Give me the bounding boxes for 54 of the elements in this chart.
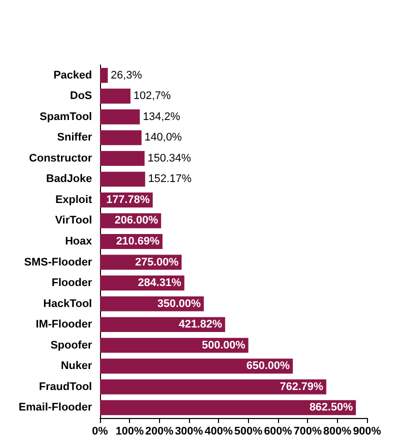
x-tick-label: 100% [116, 426, 144, 438]
data-label: 177.78% [106, 194, 150, 206]
y-tick-label: Constructor [29, 152, 93, 164]
data-label: 284.31% [138, 277, 182, 290]
y-tick-label: HackTool [43, 298, 92, 310]
data-label: 210.69% [116, 236, 160, 248]
data-label: 26,3% [110, 69, 142, 82]
data-label: 762.79% [280, 380, 324, 393]
bar [100, 400, 356, 416]
y-tick-label: Spoofer [50, 339, 93, 352]
y-tick-label: IM-Flooder [36, 318, 93, 331]
x-tick-label: 500% [234, 426, 263, 438]
y-tick-label: Exploit [55, 194, 92, 206]
bar [100, 130, 142, 146]
bar [100, 88, 130, 104]
y-tick-label: Hoax [65, 236, 93, 248]
x-tick-label: 600% [264, 426, 292, 438]
y-tick-label: Sniffer [57, 132, 93, 144]
bar [100, 358, 293, 374]
bar [100, 150, 145, 166]
y-tick-label: VirTool [55, 214, 92, 227]
data-label: 134,2% [142, 110, 180, 123]
x-tick-label: 400% [204, 426, 233, 438]
y-tick-label: SMS-Flooder [24, 256, 93, 268]
data-label: 500.00% [202, 339, 246, 352]
data-label: 102,7% [133, 90, 171, 102]
y-tick-label: Flooder [52, 277, 93, 290]
x-tick-label: 0% [92, 426, 108, 438]
y-tick-label: Email-Flooder [18, 402, 93, 414]
data-label: 350.00% [157, 298, 202, 310]
data-label: 862.50% [309, 402, 354, 414]
bar [100, 68, 108, 83]
data-label: 421.82% [178, 318, 222, 331]
data-label: 150.34% [148, 152, 192, 164]
x-tick-label: 800% [323, 426, 352, 438]
y-tick-label: Packed [53, 69, 92, 82]
data-label: 206.00% [114, 214, 158, 227]
y-tick-label: SpamTool [40, 110, 92, 123]
bar [100, 109, 140, 124]
bar [100, 172, 146, 187]
x-tick-label: 300% [174, 426, 204, 438]
y-tick-label: DoS [70, 90, 92, 102]
y-tick-label: FraudTool [39, 380, 92, 393]
x-tick-label: 200% [145, 426, 174, 438]
bar [100, 338, 248, 353]
data-label: 152.17% [148, 173, 192, 186]
data-label: 650.00% [246, 360, 290, 372]
data-label: 140,0% [144, 132, 182, 144]
y-tick-label: BadJoke [46, 173, 92, 186]
bar [100, 379, 326, 394]
x-tick-label: 900% [352, 426, 382, 438]
y-tick-label: Nuker [60, 360, 93, 372]
data-label: 275.00% [135, 256, 179, 268]
x-tick-label: 700% [294, 426, 322, 438]
